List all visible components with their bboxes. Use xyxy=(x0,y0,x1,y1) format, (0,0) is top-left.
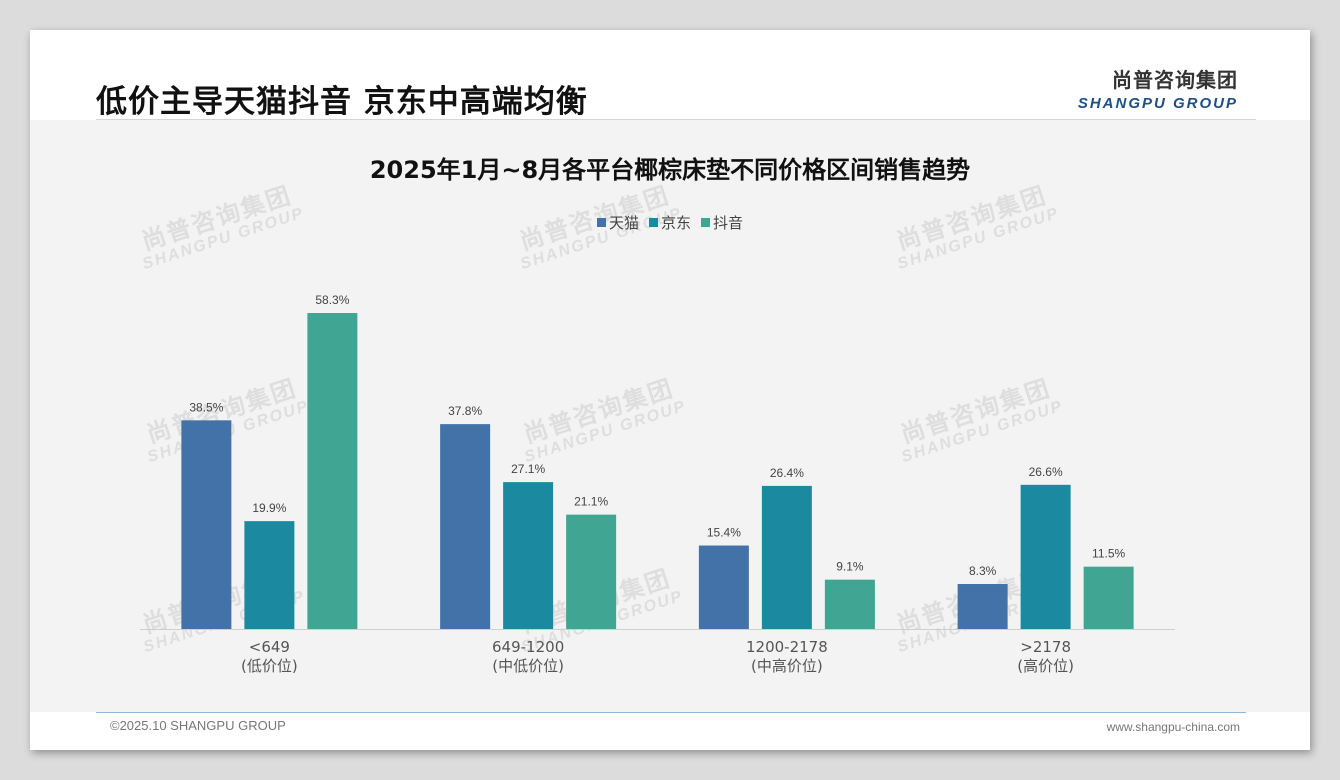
data-label-douyin-2: 9.1% xyxy=(836,560,864,574)
data-label-douyin-0: 58.3% xyxy=(315,293,349,307)
header: 低价主导天猫抖音 京东中高端均衡 尚普咨询集团 SHANGPU GROUP xyxy=(30,30,1310,120)
legend-label-tmall: 天猫 xyxy=(608,214,639,232)
x-tick-label-2: 1200-2178 xyxy=(746,638,828,656)
logo-en: SHANGPU GROUP xyxy=(1077,95,1238,112)
legend-label-douyin: 抖音 xyxy=(713,214,744,232)
bar-jd-0 xyxy=(244,521,295,629)
bar-jd-1 xyxy=(503,482,554,629)
bar-tmall-2 xyxy=(698,545,749,629)
x-tick-sublabel-0: (低价位) xyxy=(241,657,298,675)
bar-chart: 38.5% 19.9% 58.3% <649(低价位) 37.8% 27.1% 21.1% 6… xyxy=(140,293,1175,675)
bar-tmall-0 xyxy=(181,420,232,629)
data-label-douyin-1: 21.1% xyxy=(574,495,608,509)
data-label-jd-3: 26.6% xyxy=(1029,465,1063,479)
bar-douyin-0 xyxy=(307,313,358,629)
bar-tmall-1 xyxy=(440,424,491,629)
page-title: 低价主导天猫抖音 京东中高端均衡 xyxy=(96,84,588,120)
data-label-tmall-1: 37.8% xyxy=(448,404,482,418)
data-label-douyin-3: 11.5% xyxy=(1092,547,1125,561)
bar-jd-3 xyxy=(1020,484,1071,629)
bar-tmall-3 xyxy=(957,584,1008,629)
legend-swatch-jd xyxy=(648,218,658,227)
footer-copyright: ©2025.10 SHANGPU GROUP xyxy=(110,718,286,733)
legend-label-jd: 京东 xyxy=(660,214,691,232)
bar-jd-2 xyxy=(761,485,812,629)
chart-legend: 天猫 京东 抖音 xyxy=(30,212,1310,233)
header-divider xyxy=(96,119,1256,120)
data-label-jd-2: 26.4% xyxy=(770,466,804,480)
footer-website: www.shangpu-china.com xyxy=(1106,720,1240,734)
bar-douyin-1 xyxy=(566,514,617,629)
legend-item-jd: 京东 xyxy=(648,212,691,233)
x-tick-sublabel-1: (中低价位) xyxy=(492,657,564,675)
logo-cn: 尚普咨询集团 xyxy=(1112,68,1238,92)
footer-divider xyxy=(96,712,1246,713)
company-logo: 尚普咨询集团 SHANGPU GROUP xyxy=(1078,64,1238,112)
data-label-tmall-2: 15.4% xyxy=(707,526,741,540)
x-tick-label-3: >2178 xyxy=(1020,638,1071,656)
bar-douyin-2 xyxy=(824,579,875,629)
data-label-tmall-3: 8.3% xyxy=(969,564,997,578)
x-tick-label-0: <649 xyxy=(249,638,290,656)
x-tick-label-1: 649-1200 xyxy=(492,638,564,656)
legend-swatch-douyin xyxy=(701,218,710,227)
x-tick-sublabel-3: (高价位) xyxy=(1017,657,1074,675)
data-label-tmall-0: 38.5% xyxy=(189,400,223,414)
chart-area: 尚普咨询集团 SHANGPU GROUP 尚普咨询集团 SHANGPU GROUP … xyxy=(30,120,1310,712)
x-tick-sublabel-2: (中高价位) xyxy=(751,657,823,675)
legend-item-douyin: 抖音 xyxy=(701,212,743,233)
data-label-jd-1: 27.1% xyxy=(511,462,545,476)
data-label-jd-0: 19.9% xyxy=(252,501,286,515)
legend-swatch-tmall xyxy=(596,218,606,227)
legend-item-tmall: 天猫 xyxy=(596,212,639,233)
bar-douyin-3 xyxy=(1083,566,1134,629)
slide-card: 低价主导天猫抖音 京东中高端均衡 尚普咨询集团 SHANGPU GROUP 尚普… xyxy=(30,30,1310,750)
chart-title: 2025年1月~8月各平台椰棕床垫不同价格区间销售趋势 xyxy=(369,156,971,184)
